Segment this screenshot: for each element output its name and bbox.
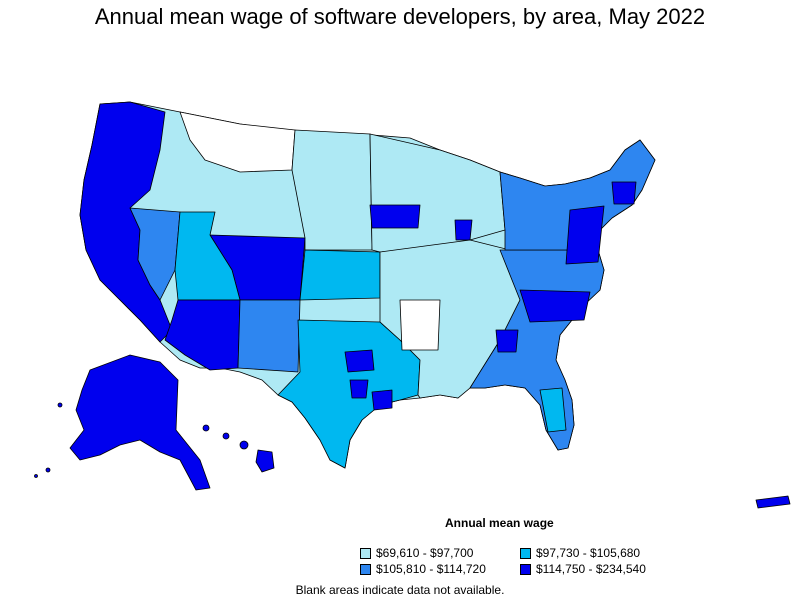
alaska-region (69, 354, 211, 491)
northeast-region (499, 139, 656, 251)
legend-swatch-tier-3 (360, 563, 371, 575)
arkansas-blank-region (399, 299, 441, 351)
new-mexico-region (237, 299, 301, 373)
hawaii-island-big (255, 449, 275, 473)
pacific-coast-region (79, 101, 173, 343)
legend-swatch-tier-1 (360, 547, 371, 559)
legend-item-tier-3: $105,810 - $114,720 (360, 562, 486, 576)
puerto-rico (755, 495, 791, 509)
boston-metro (611, 181, 637, 205)
hawaii-island-oahu (222, 432, 230, 440)
northern-rockies-region (179, 111, 296, 173)
legend-label-tier-3: $105,810 - $114,720 (376, 562, 486, 576)
legend-swatch-tier-4 (520, 563, 531, 575)
minneapolis-metro (369, 204, 421, 229)
chicago-metro (454, 219, 473, 241)
hawaii-island-maui (239, 440, 249, 450)
map-title: Annual mean wage of software developers,… (94, 4, 706, 29)
alaska-island-3 (34, 474, 38, 478)
kansas-region (299, 249, 381, 301)
atlanta-metro (495, 329, 519, 353)
data-availability-note: Blank areas indicate data not available. (295, 583, 505, 597)
legend-label-tier-2: $97,730 - $105,680 (536, 546, 641, 560)
florida-metros (539, 387, 567, 433)
legend-item-tier-2: $97,730 - $105,680 (520, 546, 640, 560)
legend-swatch-tier-2 (520, 547, 531, 559)
upper-midwest-region (369, 133, 506, 253)
legend-item-tier-1: $69,610 - $97,700 (360, 546, 473, 560)
utah-region (174, 211, 241, 301)
hawaii-island-kauai (202, 424, 210, 432)
plains-region (291, 129, 373, 251)
legend-label-tier-1: $69,610 - $97,700 (376, 546, 474, 560)
legend-title: Annual mean wage (445, 516, 554, 530)
legend-item-tier-4: $114,750 - $234,540 (520, 562, 646, 576)
texas-metro-dallas (344, 349, 375, 373)
carolinas-metros (519, 289, 591, 323)
texas-metro-houston (371, 389, 393, 411)
dc-nyc-corridor (565, 205, 605, 265)
texas-metro-austin (349, 379, 369, 399)
alaska-island-1 (57, 402, 63, 408)
alaska-island-2 (45, 467, 51, 473)
texas-region (277, 319, 421, 469)
arizona-region (164, 299, 241, 371)
legend-label-tier-4: $114,750 - $234,540 (536, 562, 646, 576)
